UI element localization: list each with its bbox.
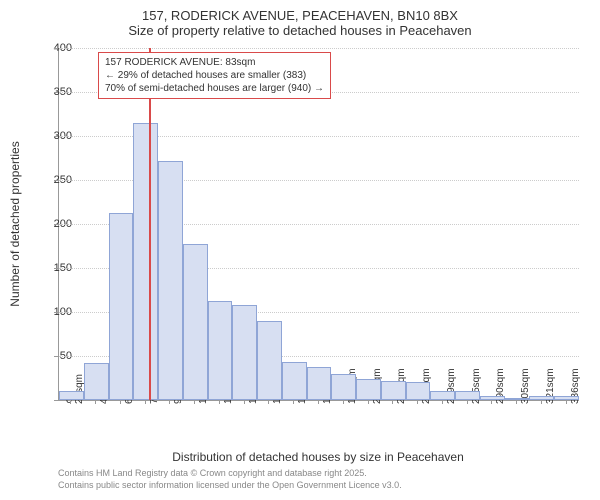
attribution: Contains HM Land Registry data © Crown c…: [58, 468, 402, 491]
x-tick-mark: [293, 400, 294, 404]
histogram-bar: [183, 244, 208, 400]
attribution-line-1: Contains HM Land Registry data © Crown c…: [58, 468, 402, 480]
y-tick-mark: [54, 400, 58, 401]
x-tick-mark: [566, 400, 567, 404]
histogram-bar: [381, 381, 406, 400]
x-tick-mark: [244, 400, 245, 404]
x-tick-mark: [95, 400, 96, 404]
x-tick-mark: [491, 400, 492, 404]
y-tick-mark: [54, 268, 58, 269]
annotation-box: 157 RODERICK AVENUE: 83sqm ← 29% of deta…: [98, 52, 331, 99]
y-tick-mark: [54, 136, 58, 137]
histogram-bar: [158, 161, 183, 400]
y-tick-mark: [54, 48, 58, 49]
x-tick-mark: [169, 400, 170, 404]
x-tick-mark: [219, 400, 220, 404]
x-tick-mark: [541, 400, 542, 404]
annotation-line-2: ← 29% of detached houses are smaller (38…: [105, 69, 324, 82]
x-tick-mark: [368, 400, 369, 404]
grid-line: [59, 48, 579, 49]
histogram-bar: [257, 321, 282, 400]
x-tick-mark: [343, 400, 344, 404]
histogram-bar: [505, 398, 530, 400]
histogram-bar: [59, 391, 84, 400]
chart-title-main: 157, RODERICK AVENUE, PEACEHAVEN, BN10 8…: [0, 0, 600, 23]
histogram-bar: [109, 213, 134, 400]
x-tick-mark: [467, 400, 468, 404]
histogram-bar: [307, 367, 332, 400]
chart-container: 157, RODERICK AVENUE, PEACEHAVEN, BN10 8…: [0, 0, 600, 500]
x-tick-mark: [318, 400, 319, 404]
y-tick-mark: [54, 224, 58, 225]
histogram-bar: [529, 396, 554, 400]
attribution-line-2: Contains public sector information licen…: [58, 480, 402, 492]
x-tick-mark: [442, 400, 443, 404]
y-tick-mark: [54, 312, 58, 313]
annotation-line-1: 157 RODERICK AVENUE: 83sqm: [105, 56, 324, 69]
x-tick-mark: [516, 400, 517, 404]
annotation-line-3: 70% of semi-detached houses are larger (…: [105, 82, 324, 95]
histogram-bar: [430, 391, 455, 400]
x-axis-label: Distribution of detached houses by size …: [58, 450, 578, 464]
x-tick-mark: [120, 400, 121, 404]
histogram-bar: [356, 379, 381, 400]
y-tick-mark: [54, 180, 58, 181]
histogram-bar: [282, 362, 307, 400]
histogram-bar: [232, 305, 257, 400]
y-tick-mark: [54, 92, 58, 93]
histogram-bar: [133, 123, 158, 400]
histogram-bar: [331, 374, 356, 400]
y-tick-mark: [54, 356, 58, 357]
x-tick-mark: [268, 400, 269, 404]
histogram-bar: [455, 391, 480, 400]
x-tick-mark: [417, 400, 418, 404]
x-tick-mark: [70, 400, 71, 404]
x-tick-mark: [392, 400, 393, 404]
plot-area: [58, 48, 579, 401]
x-tick-mark: [145, 400, 146, 404]
histogram-bar: [554, 396, 579, 400]
marker-line: [149, 48, 151, 400]
histogram-bar: [208, 301, 233, 400]
histogram-bar: [84, 363, 109, 400]
x-tick-mark: [194, 400, 195, 404]
y-axis-label: Number of detached properties: [8, 141, 22, 306]
histogram-bar: [406, 382, 431, 400]
histogram-bar: [480, 396, 505, 400]
chart-title-sub: Size of property relative to detached ho…: [0, 23, 600, 42]
